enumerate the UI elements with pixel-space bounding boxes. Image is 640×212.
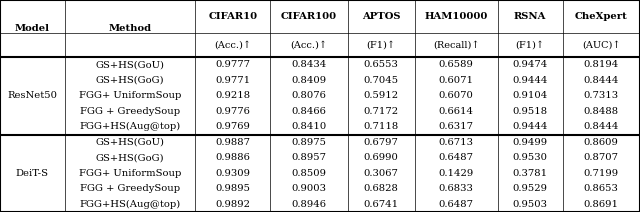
- Text: 0.8957: 0.8957: [291, 153, 326, 162]
- Text: 0.8076: 0.8076: [291, 91, 326, 100]
- Text: 0.6589: 0.6589: [439, 60, 474, 70]
- Text: 0.6741: 0.6741: [364, 200, 399, 209]
- Text: 0.9892: 0.9892: [215, 200, 250, 209]
- Text: Model: Model: [15, 24, 50, 33]
- Text: APTOS: APTOS: [362, 12, 401, 21]
- Text: 0.9503: 0.9503: [513, 200, 548, 209]
- Text: 0.6317: 0.6317: [439, 122, 474, 131]
- Text: 0.8946: 0.8946: [291, 200, 326, 209]
- Text: 0.8609: 0.8609: [584, 138, 619, 147]
- Text: 0.9104: 0.9104: [513, 91, 548, 100]
- Text: 0.9499: 0.9499: [513, 138, 548, 147]
- Text: 0.8466: 0.8466: [291, 107, 326, 116]
- Text: CIFAR10: CIFAR10: [208, 12, 257, 21]
- Text: GS+HS(GoG): GS+HS(GoG): [95, 153, 164, 162]
- Text: 0.8975: 0.8975: [291, 138, 326, 147]
- Text: 0.6828: 0.6828: [364, 184, 399, 193]
- Text: DeiT-S: DeiT-S: [16, 169, 49, 178]
- Text: 0.7199: 0.7199: [584, 169, 619, 178]
- Text: FGG+ UniformSoup: FGG+ UniformSoup: [79, 169, 181, 178]
- Text: 0.9776: 0.9776: [215, 107, 250, 116]
- Text: GS+HS(GoU): GS+HS(GoU): [95, 60, 164, 70]
- Text: 0.8434: 0.8434: [291, 60, 326, 70]
- Text: 0.6614: 0.6614: [439, 107, 474, 116]
- Text: 0.9003: 0.9003: [291, 184, 326, 193]
- Text: FGG+ UniformSoup: FGG+ UniformSoup: [79, 91, 181, 100]
- Text: 0.8444: 0.8444: [584, 122, 619, 131]
- Text: 0.7118: 0.7118: [364, 122, 399, 131]
- Text: (Acc.)↑: (Acc.)↑: [214, 40, 251, 50]
- Text: 0.6833: 0.6833: [439, 184, 474, 193]
- Text: 0.7313: 0.7313: [584, 91, 619, 100]
- Text: 0.8194: 0.8194: [584, 60, 619, 70]
- Text: 0.9887: 0.9887: [215, 138, 250, 147]
- Text: CIFAR100: CIFAR100: [281, 12, 337, 21]
- Text: 0.9218: 0.9218: [215, 91, 250, 100]
- Text: 0.9529: 0.9529: [513, 184, 548, 193]
- Text: 0.8509: 0.8509: [291, 169, 326, 178]
- Text: 0.7045: 0.7045: [364, 76, 399, 85]
- Text: 0.9518: 0.9518: [513, 107, 548, 116]
- Text: 0.9530: 0.9530: [513, 153, 548, 162]
- Text: 0.6553: 0.6553: [364, 60, 399, 70]
- Text: (Recall)↑: (Recall)↑: [433, 40, 479, 50]
- Text: 0.8409: 0.8409: [291, 76, 326, 85]
- Text: 0.6797: 0.6797: [364, 138, 399, 147]
- Text: 0.9771: 0.9771: [215, 76, 250, 85]
- Text: 0.3781: 0.3781: [513, 169, 548, 178]
- Text: 0.8707: 0.8707: [584, 153, 619, 162]
- Text: FGG+HS(Aug@top): FGG+HS(Aug@top): [79, 200, 180, 209]
- Text: ResNet50: ResNet50: [8, 91, 58, 100]
- Text: 0.6070: 0.6070: [439, 91, 474, 100]
- Text: GS+HS(GoG): GS+HS(GoG): [95, 76, 164, 85]
- Text: (F1)↑: (F1)↑: [367, 40, 396, 50]
- Text: 0.9444: 0.9444: [513, 122, 548, 131]
- Text: 0.6990: 0.6990: [364, 153, 399, 162]
- Text: 0.6071: 0.6071: [439, 76, 474, 85]
- Text: FGG + GreedySoup: FGG + GreedySoup: [80, 107, 180, 116]
- Text: FGG+HS(Aug@top): FGG+HS(Aug@top): [79, 122, 180, 131]
- Text: Method: Method: [108, 24, 152, 33]
- Text: 0.9309: 0.9309: [215, 169, 250, 178]
- Text: (F1)↑: (F1)↑: [516, 40, 545, 50]
- Text: 0.8488: 0.8488: [584, 107, 619, 116]
- Text: 0.6487: 0.6487: [439, 200, 474, 209]
- Text: CheXpert: CheXpert: [575, 12, 628, 21]
- Text: RSNA: RSNA: [514, 12, 547, 21]
- Text: 0.9777: 0.9777: [215, 60, 250, 70]
- Text: 0.6713: 0.6713: [439, 138, 474, 147]
- Text: 0.8444: 0.8444: [584, 76, 619, 85]
- Text: 0.9474: 0.9474: [513, 60, 548, 70]
- Text: 0.6487: 0.6487: [439, 153, 474, 162]
- Text: 0.1429: 0.1429: [438, 169, 474, 178]
- Text: (AUC)↑: (AUC)↑: [582, 40, 621, 50]
- Text: FGG + GreedySoup: FGG + GreedySoup: [80, 184, 180, 193]
- Text: 0.5912: 0.5912: [364, 91, 399, 100]
- Text: 0.9444: 0.9444: [513, 76, 548, 85]
- Text: HAM10000: HAM10000: [424, 12, 488, 21]
- Text: 0.9886: 0.9886: [215, 153, 250, 162]
- Text: 0.3067: 0.3067: [364, 169, 399, 178]
- Text: 0.8653: 0.8653: [584, 184, 619, 193]
- Text: 0.8691: 0.8691: [584, 200, 619, 209]
- Text: 0.9769: 0.9769: [215, 122, 250, 131]
- Text: 0.8410: 0.8410: [291, 122, 326, 131]
- Text: 0.9895: 0.9895: [215, 184, 250, 193]
- Text: (Acc.)↑: (Acc.)↑: [291, 40, 328, 50]
- Text: 0.7172: 0.7172: [364, 107, 399, 116]
- Text: GS+HS(GoU): GS+HS(GoU): [95, 138, 164, 147]
